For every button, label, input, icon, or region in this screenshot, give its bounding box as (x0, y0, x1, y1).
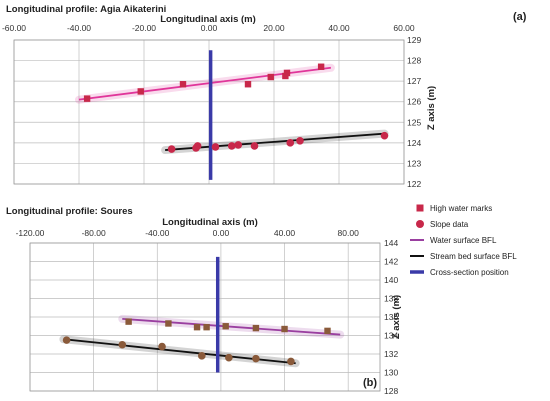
legend-square-swatch (416, 204, 424, 212)
x-tick-label: 60.00 (393, 23, 415, 33)
x-tick-label: -20.00 (132, 23, 156, 33)
y-tick-label: 130 (384, 368, 398, 378)
panel-b-title: Longitudinal profile: Soures (6, 206, 133, 217)
panel-b: Longitudinal profile: Soures (b) Longitu… (6, 206, 402, 396)
x-tick-label: 0.00 (213, 228, 230, 238)
slope-data-point (250, 142, 259, 150)
panel-b-label: (b) (363, 377, 377, 389)
legend-item: Slope data (416, 220, 469, 229)
slope-data-point (211, 143, 220, 151)
panel-a-title: Longitudinal profile: Agia Aikaterini (6, 4, 166, 15)
legend-label: Stream bed surface BFL (430, 252, 517, 261)
high-water-mark-point (83, 95, 91, 102)
slope-data-point (234, 141, 243, 149)
x-tick-label: -120.00 (16, 228, 45, 238)
x-tick-label: -40.00 (67, 23, 91, 33)
high-water-mark-point (179, 81, 187, 88)
series-line (122, 317, 341, 336)
x-tick-label: -60.00 (2, 23, 26, 33)
slope-data-point (227, 142, 236, 150)
slope-data-point (158, 342, 166, 351)
y-tick-label: 126 (407, 97, 421, 107)
y-tick-label: 125 (407, 117, 421, 127)
plot-border (29, 242, 381, 392)
x-tick-label: -40.00 (145, 228, 169, 238)
slope-data-point (287, 357, 295, 366)
panel-b-y-axis-label: Z axis (m) (391, 295, 402, 339)
slope-data-point (198, 352, 206, 360)
y-tick-label: 129 (407, 35, 421, 45)
high-water-mark-point (125, 318, 132, 325)
panel-b-grid (29, 242, 381, 392)
high-water-mark-point (165, 320, 172, 327)
high-water-mark-point (281, 325, 288, 333)
plot-border (13, 39, 405, 185)
slope-data-point (296, 137, 304, 145)
high-water-mark-point (267, 73, 274, 81)
series-line (63, 338, 296, 365)
x-tick-label: 0.00 (201, 23, 218, 33)
y-tick-label: 144 (384, 238, 398, 248)
y-tick-label: 128 (407, 56, 421, 66)
legend-item: High water marks (416, 204, 492, 213)
series-line (165, 132, 385, 151)
panel-b-ticks: -120.00 -80.00 -40.00 0.00 40.00 80.00 128 130 1… (16, 228, 399, 396)
high-water-mark-point (317, 63, 325, 70)
legend-label: Water surface BFL (430, 236, 497, 245)
legend-label: High water marks (430, 204, 492, 213)
x-tick-label: 40.00 (274, 228, 296, 238)
high-water-mark-point (193, 323, 201, 331)
y-tick-label: 124 (407, 138, 421, 148)
panel-b-x-axis-label: Longitudinal axis (m) (162, 217, 258, 228)
y-tick-label: 127 (407, 76, 421, 86)
legend-circle-swatch (416, 220, 424, 228)
x-tick-label: 80.00 (338, 228, 360, 238)
y-tick-label: 128 (384, 386, 398, 396)
slope-data-point (225, 353, 233, 362)
slope-data-point (118, 340, 127, 349)
y-tick-label: 136 (384, 312, 398, 322)
series-line (78, 66, 331, 101)
slope-data-point (167, 145, 176, 153)
panel-a-x-axis-label: Longitudinal axis (m) (160, 14, 256, 25)
x-tick-label: 20.00 (263, 23, 285, 33)
legend-item: Stream bed surface BFL (410, 252, 517, 261)
y-tick-label: 142 (384, 257, 398, 267)
high-water-mark-point (283, 69, 291, 77)
y-tick-label: 140 (384, 275, 398, 285)
panel-a-label: (a) (513, 11, 527, 23)
high-water-mark-point (324, 327, 331, 335)
panel-a-y-axis-label: Z axis (m) (426, 86, 437, 130)
legend-label: Cross-section position (430, 268, 509, 277)
y-tick-label: 138 (384, 294, 398, 304)
legend: High water marks Slope data Water surface … (410, 204, 517, 277)
legend-item: Cross-section position (410, 268, 509, 277)
y-tick-label: 123 (407, 158, 421, 168)
panel-b-series (59, 256, 345, 373)
high-water-mark-point (203, 323, 210, 331)
y-tick-label: 122 (407, 179, 421, 189)
y-tick-label: 132 (384, 349, 398, 359)
x-tick-label: -80.00 (82, 228, 106, 238)
slope-data-point (286, 139, 295, 147)
slope-data-point (193, 142, 202, 150)
legend-label: Slope data (430, 220, 469, 229)
high-water-mark-point (252, 324, 260, 332)
y-tick-label: 134 (384, 331, 398, 341)
x-tick-label: 40.00 (328, 23, 350, 33)
high-water-mark-point (244, 81, 252, 88)
high-water-mark-point (222, 323, 229, 330)
slope-data-point (62, 336, 71, 344)
slope-data-point (380, 131, 389, 140)
panel-a: Longitudinal profile: Agia Aikaterini (a… (2, 4, 527, 189)
high-water-mark-point (137, 88, 144, 95)
legend-item: Water surface BFL (410, 236, 497, 245)
panel-a-series (75, 50, 389, 180)
panel-a-ticks: -60.00 -40.00 -20.00 0.00 20.00 40.00 60.00 122… (2, 23, 422, 189)
slope-data-point (252, 354, 260, 363)
